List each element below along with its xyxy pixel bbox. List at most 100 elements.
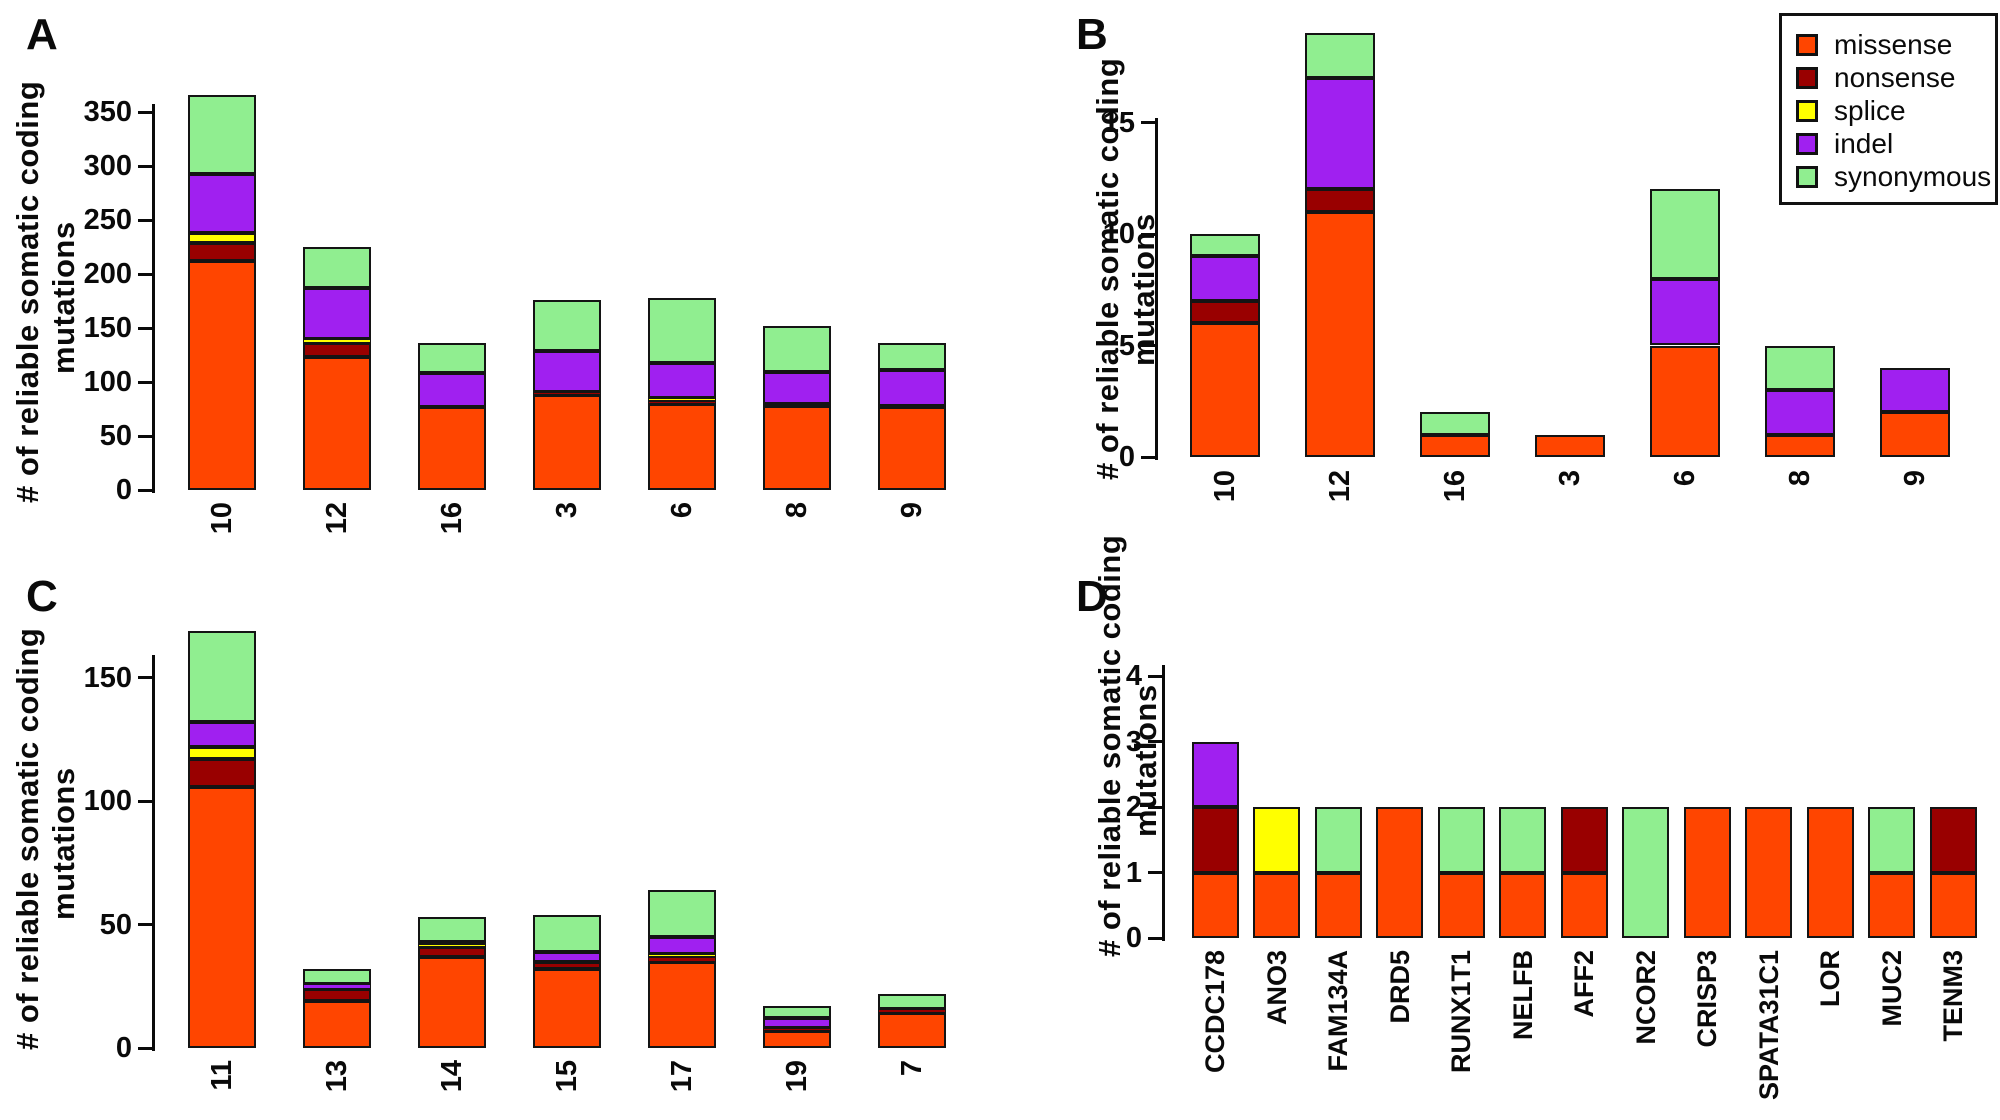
bar-segment-15-nonsense <box>533 961 601 970</box>
bar-segment-CCDC178-nonsense <box>1191 807 1239 873</box>
legend-swatch-splice-icon <box>1796 99 1818 122</box>
bar-segment-16-indel <box>418 373 486 407</box>
bar-segment-10-nonsense <box>188 242 256 262</box>
y-tick-label: 0 <box>1118 441 1135 473</box>
x-tick-label-NELFB: NELFB <box>1507 950 1538 1040</box>
bar-segment-12-splice <box>303 338 371 344</box>
bar-segment-9-missense <box>878 406 946 490</box>
bar-segment-9-missense <box>1880 412 1950 457</box>
bar-segment-11-synonymous <box>188 631 256 723</box>
bar-segment-17-missense <box>648 961 716 1048</box>
y-tick-mark <box>138 218 154 222</box>
bar-segment-NELFB-synonymous <box>1499 807 1546 873</box>
bar-segment-9-nonsense <box>878 405 946 408</box>
bar-segment-CRISP3-missense <box>1683 807 1731 938</box>
y-tick-mark <box>1148 936 1164 940</box>
bar-segment-12-missense <box>1305 211 1375 457</box>
y-tick-mark <box>138 434 154 438</box>
bar-segment-FAM134A-synonymous <box>1314 807 1362 873</box>
y-tick-mark <box>138 110 154 114</box>
y-axis-title: # of reliable somatic coding mutations <box>1092 535 1164 957</box>
y-tick-mark <box>138 380 154 384</box>
legend-label: splice <box>1834 94 1906 126</box>
y-tick-mark <box>1148 871 1164 874</box>
legend-label: synonymous <box>1834 160 1992 192</box>
bar-segment-10-synonymous <box>1190 234 1260 257</box>
bar-segment-10-nonsense <box>1190 300 1260 324</box>
legend-label: indel <box>1834 127 1894 159</box>
y-tick-label: 1 <box>1125 856 1142 889</box>
y-tick-label: 350 <box>83 96 132 128</box>
x-tick-label-TENM3: TENM3 <box>1938 950 1968 1042</box>
bar-segment-19-indel <box>763 1018 831 1029</box>
bar-segment-6-indel <box>648 362 716 399</box>
bar-segment-MUC2-synonymous <box>1868 807 1915 873</box>
x-tick-label-MUC2: MUC2 <box>1876 950 1907 1027</box>
y-tick-label: 0 <box>115 474 132 506</box>
bar-segment-9-indel <box>878 370 946 406</box>
y-tick-mark <box>138 326 154 330</box>
legend-label: missense <box>1834 28 1953 60</box>
y-tick-label: 5 <box>1118 329 1135 362</box>
y-tick-label: 200 <box>83 258 132 290</box>
y-tick-mark <box>1141 121 1157 124</box>
bar-segment-8-nonsense <box>763 403 831 406</box>
bar-segment-11-splice <box>188 747 256 760</box>
bar-segment-19-nonsense <box>763 1028 831 1031</box>
bar-segment-19-synonymous <box>763 1006 831 1019</box>
legend-swatch-missense-icon <box>1796 33 1818 56</box>
bar-segment-RUNX1T1-synonymous <box>1437 807 1485 873</box>
legend-item-splice: splice <box>1796 94 1995 127</box>
x-tick-label-RUNX1T1: RUNX1T1 <box>1446 950 1476 1074</box>
y-tick-mark <box>138 272 154 276</box>
bar-segment-12-synonymous <box>303 247 371 289</box>
bar-segment-NCOR2-synonymous <box>1622 807 1669 938</box>
bar-segment-10-missense <box>188 261 256 490</box>
bar-segment-3-missense <box>1535 434 1605 457</box>
legend-box: missense nonsense splice indel synonymous <box>1779 13 1998 205</box>
panel-C-letter: C <box>26 572 58 621</box>
bar-segment-12-synonymous <box>1305 33 1375 78</box>
bar-segment-6-splice <box>648 398 716 402</box>
bar-segment-MUC2-missense <box>1868 872 1915 938</box>
bar-segment-11-missense <box>188 786 256 1048</box>
y-tick-mark <box>138 164 154 168</box>
bar-segment-19-missense <box>763 1030 831 1048</box>
bar-segment-7-nonsense <box>878 1008 946 1014</box>
bar-segment-12-nonsense <box>1305 189 1375 212</box>
bar-segment-DRD5-missense <box>1376 807 1423 938</box>
panel-D-letter: D <box>1076 572 1108 621</box>
legend-item-missense: missense <box>1796 28 1995 61</box>
bar-segment-8-synonymous <box>763 325 831 373</box>
y-axis-line <box>152 655 155 1051</box>
y-tick-label: 2 <box>1125 791 1142 823</box>
bar-segment-AFF2-nonsense <box>1560 807 1608 873</box>
y-tick-label: 250 <box>83 204 132 236</box>
y-tick-mark <box>138 799 154 803</box>
bar-segment-16-missense <box>418 406 486 490</box>
legend-label: nonsense <box>1834 61 1956 93</box>
bar-segment-CCDC178-indel <box>1191 741 1239 807</box>
bar-segment-10-splice <box>188 232 256 243</box>
bar-segment-ANO3-missense <box>1253 872 1300 938</box>
bar-segment-TENM3-missense <box>1929 872 1977 938</box>
bar-segment-16-missense <box>1420 434 1490 457</box>
legend-item-synonymous: synonymous <box>1796 160 1995 193</box>
bar-segment-17-nonsense <box>648 956 716 962</box>
y-tick-mark <box>138 923 154 927</box>
bar-segment-6-missense <box>1650 345 1720 457</box>
bar-segment-LOR-missense <box>1806 807 1854 938</box>
bar-segment-14-missense <box>418 956 486 1048</box>
bar-segment-7-synonymous <box>878 993 946 1009</box>
legend-item-indel: indel <box>1796 127 1995 160</box>
x-tick-label-LOR: LOR <box>1815 950 1845 1007</box>
bar-segment-6-synonymous <box>648 297 716 363</box>
bar-segment-13-synonymous <box>303 969 371 984</box>
bar-segment-RUNX1T1-missense <box>1437 872 1485 938</box>
bar-segment-15-missense <box>533 969 601 1048</box>
bar-segment-TENM3-nonsense <box>1929 807 1977 873</box>
y-tick-label: 0 <box>115 1032 132 1064</box>
